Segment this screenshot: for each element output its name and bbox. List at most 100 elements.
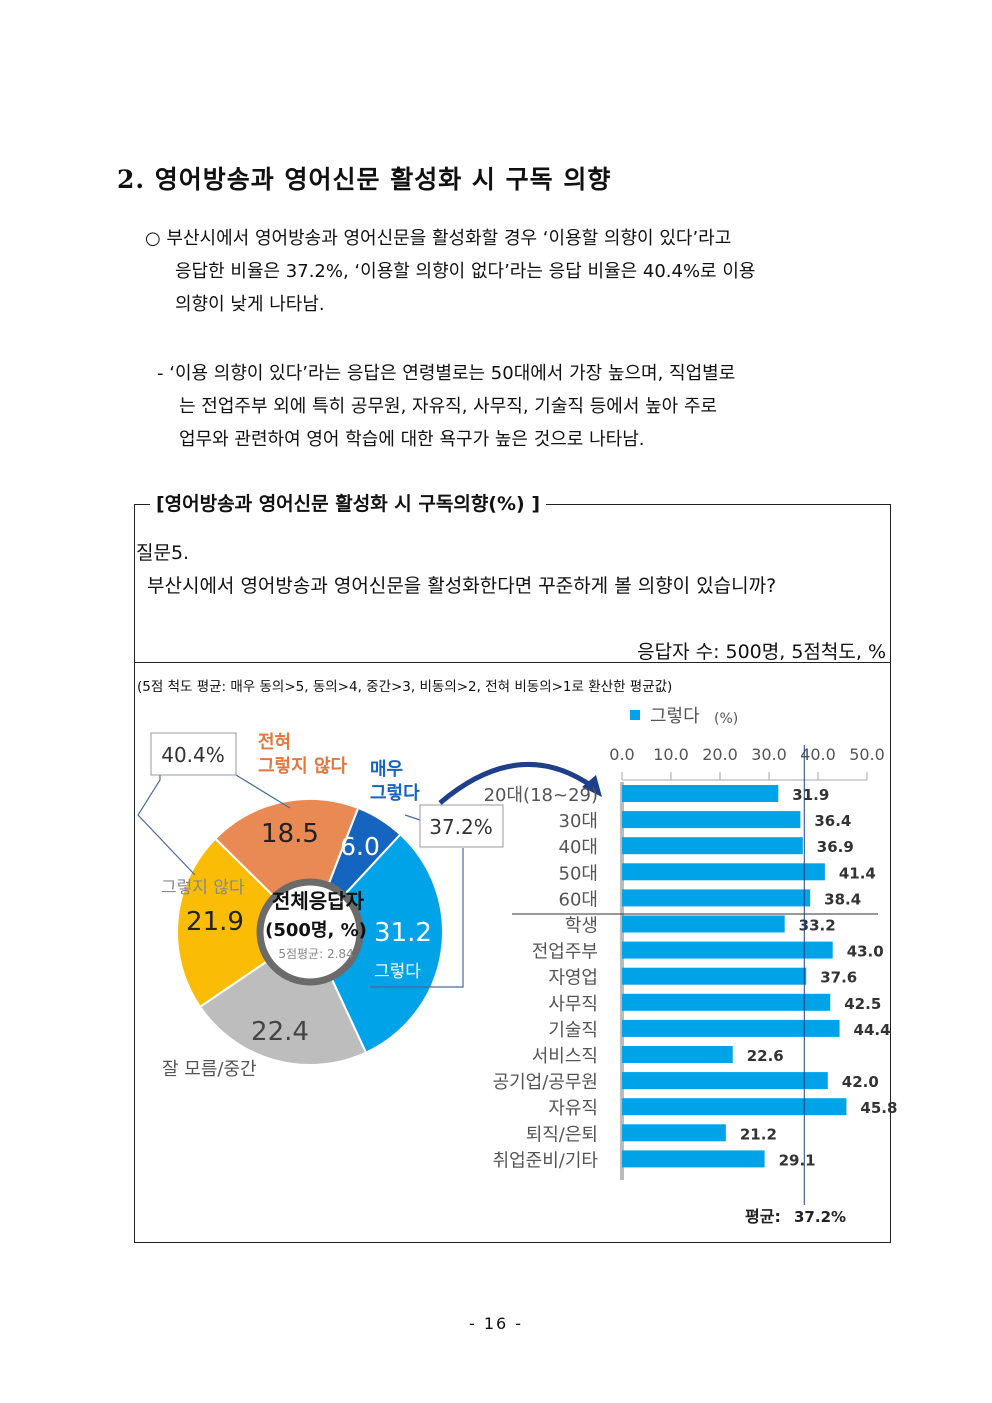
summary-line-2: 응답한 비율은 37.2%, ‘이용할 의향이 없다’라는 응답 비율은 40.…	[175, 261, 756, 282]
average-label: 평균:	[745, 1207, 781, 1226]
category-label: 자영업	[548, 968, 598, 989]
x-tick-label: 20.0	[702, 745, 738, 764]
bar	[622, 1072, 828, 1090]
bar	[622, 811, 801, 829]
detail-paragraph: - ‘이용 의향이 있다’라는 응답은 연령별로는 50대에서 가장 높으며, …	[157, 357, 735, 456]
category-label: 서비스직	[532, 1046, 598, 1067]
question-text: 부산시에서 영어방송과 영어신문을 활성화한다면 꾸준하게 볼 의향이 있습니까…	[147, 575, 777, 597]
x-tick-label: 50.0	[849, 745, 885, 764]
bar-value-label: 31.9	[792, 786, 829, 804]
label-strongly-disagree-1: 전혀	[258, 732, 291, 753]
bar	[622, 1046, 733, 1063]
bar	[622, 1019, 840, 1037]
negative-total-value: 40.4%	[161, 743, 225, 767]
scale-note: (5점 척도 평균: 매우 동의>5, 동의>4, 중간>3, 비동의>2, 전…	[137, 679, 673, 695]
value-disagree: 21.9	[186, 907, 244, 937]
bar-value-label: 38.4	[824, 890, 861, 908]
bar-value-label: 42.0	[842, 1073, 879, 1091]
category-label: 60대	[559, 889, 598, 910]
value-strongly-agree: 6.0	[340, 832, 380, 861]
page-number: - 16 -	[468, 1314, 524, 1333]
bar	[622, 915, 785, 933]
bar	[622, 837, 803, 855]
category-label: 학생	[565, 916, 598, 937]
bar-chart: 0.0 10.0 20.0 30.0 40.0 50.0 20대(18~29) 31.9 30대…	[484, 745, 897, 1205]
bar-value-label: 29.1	[779, 1151, 816, 1169]
category-label: 40대	[559, 837, 598, 858]
bar-value-label: 42.5	[844, 995, 881, 1013]
bar-value-label: 21.2	[740, 1125, 777, 1143]
detail-line-3: 업무와 관련하여 영어 학습에 대한 욕구가 높은 것으로 나타남.	[179, 429, 645, 450]
detail-line-2: 는 전업주부 외에 특히 공무원, 자유직, 사무직, 기술직 등에서 높아 주…	[179, 396, 718, 417]
label-neutral: 잘 모름/중간	[162, 1059, 257, 1080]
bar-value-label: 41.4	[839, 864, 876, 882]
label-strongly-agree-1: 매우	[370, 759, 403, 780]
detail-line-1: - ‘이용 의향이 있다’라는 응답은 연령별로는 50대에서 가장 높으며, …	[157, 363, 736, 384]
legend-label: 그렇다	[650, 706, 700, 727]
bar-value-label: 36.4	[814, 812, 851, 830]
positive-total-box	[419, 804, 504, 848]
bar	[622, 1124, 726, 1142]
bar	[622, 941, 833, 959]
category-label: 자유직	[548, 1098, 598, 1119]
label-strongly-disagree-2: 그렇지 않다	[258, 756, 348, 777]
legend-unit: (%)	[714, 711, 738, 727]
x-tick-label: 10.0	[653, 745, 689, 764]
figure-title: [영어방송과 영어신문 활성화 시 구독의향(%) ]	[150, 489, 547, 516]
category-label: 기술직	[548, 1020, 598, 1041]
section-title: 2. 영어방송과 영어신문 활성화 시 구독 의향	[117, 165, 612, 194]
value-neutral: 22.4	[251, 1017, 309, 1047]
respondents-info: 응답자 수: 500명, 5점척도, %	[637, 641, 886, 663]
category-label: 취업준비/기타	[493, 1150, 599, 1171]
category-label: 50대	[559, 863, 598, 884]
positive-callout-line-2	[404, 814, 421, 821]
bar	[622, 967, 807, 985]
bar-value-label: 22.6	[747, 1047, 784, 1065]
bar	[622, 785, 779, 802]
x-tick-label: 0.0	[609, 745, 634, 764]
bar	[622, 863, 825, 881]
donut-center-subtitle: (500명, %)	[265, 920, 367, 941]
donut-hole	[258, 880, 362, 984]
bar-value-label: 37.6	[820, 969, 857, 987]
x-tick-label: 30.0	[751, 745, 787, 764]
donut-center-title: 전체응답자	[272, 889, 365, 913]
box-divider	[134, 662, 890, 663]
category-label: 전업주부	[532, 942, 598, 963]
question-label: 질문5.	[136, 542, 190, 564]
summary-line-1: ○ 부산시에서 영어방송과 영어신문을 활성화할 경우 ‘이용할 의향이 있다’…	[145, 228, 732, 249]
bar-value-label: 43.0	[847, 943, 884, 961]
bar	[622, 1098, 847, 1116]
positive-callout-line	[370, 848, 464, 988]
label-strongly-agree-2: 그렇다	[370, 783, 420, 804]
bar	[622, 889, 811, 907]
category-label: 공기업/공무원	[493, 1072, 598, 1093]
negative-total-box	[150, 732, 237, 776]
category-label: 퇴직/은퇴	[526, 1124, 598, 1145]
donut-center-note: 5점평균: 2.84	[278, 947, 353, 961]
arrow-curve	[438, 761, 595, 805]
value-agree: 31.2	[374, 918, 432, 948]
bar-value-label: 45.8	[860, 1099, 897, 1117]
bar-value-label: 36.9	[817, 838, 854, 856]
donut-chart	[176, 798, 444, 1066]
category-label: 30대	[559, 811, 598, 832]
category-label: 20대(18~29)	[484, 785, 598, 806]
positive-total-value: 37.2%	[429, 815, 493, 839]
category-label: 사무직	[548, 994, 598, 1015]
bar-value-label: 44.4	[854, 1021, 891, 1039]
legend-swatch	[630, 710, 640, 720]
summary-line-3: 의향이 낮게 나타남.	[175, 294, 325, 315]
donut-inner-ring	[256, 878, 364, 986]
arrow-head-icon	[582, 775, 602, 797]
summary-paragraph: ○ 부산시에서 영어방송과 영어신문을 활성화할 경우 ‘이용할 의향이 있다’…	[145, 222, 755, 321]
x-tick-label: 40.0	[800, 745, 836, 764]
negative-callout-line	[137, 775, 196, 876]
bar	[622, 1150, 765, 1168]
negative-callout-line-2	[235, 774, 291, 809]
bar	[622, 993, 831, 1011]
bar-value-label: 33.2	[799, 917, 836, 935]
label-agree: 그렇다	[374, 962, 421, 982]
label-disagree: 그렇지 않다	[161, 878, 245, 898]
